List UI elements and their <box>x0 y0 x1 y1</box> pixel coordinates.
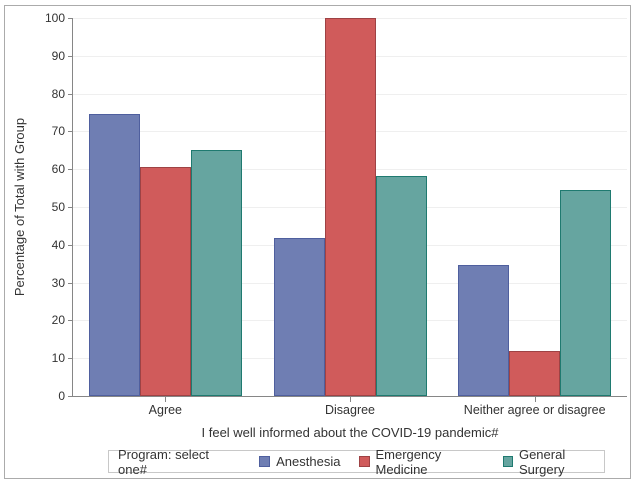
bar-general-surgery <box>190 150 242 396</box>
legend-items: Anesthesia Emergency Medicine General Surg… <box>259 447 604 477</box>
y-tick-label: 40 <box>51 237 65 252</box>
y-tick-label: 90 <box>51 48 65 63</box>
y-tick-mark <box>68 244 73 246</box>
bar-emergency-medicine <box>509 351 561 396</box>
y-tick-label: 30 <box>51 275 65 290</box>
y-tick-mark <box>68 169 73 171</box>
bar-emergency-medicine <box>324 18 376 396</box>
y-tick-mark <box>68 55 73 57</box>
x-category-label: Disagree <box>324 403 376 417</box>
y-tick-mark <box>68 320 73 322</box>
y-tick-mark <box>68 131 73 133</box>
bar-group-agree <box>73 18 258 396</box>
legend-swatch-icon <box>259 456 271 467</box>
bar-anesthesia <box>273 238 325 396</box>
bar-emergency-medicine <box>139 166 191 396</box>
x-category-labels: Agree Disagree Neither agree or disagree <box>73 403 627 417</box>
x-axis-line <box>68 396 627 397</box>
legend: Program: select one# Anesthesia Emergency… <box>108 447 605 477</box>
y-tick-label: 80 <box>51 86 65 101</box>
bar-group-neither-agree-or-disagree <box>442 18 627 396</box>
bar-groups <box>73 18 627 396</box>
y-tick-mark <box>68 18 73 19</box>
legend-item-general-surgery: General Surgery <box>502 446 604 477</box>
y-tick-label: 50 <box>51 200 65 214</box>
y-tick-mark <box>68 396 73 397</box>
y-tick-label: 10 <box>51 351 65 366</box>
y-axis-title: Percentage of Total with Group <box>12 117 27 297</box>
bar-group-disagree <box>258 18 443 396</box>
legend-item-emergency-medicine: Emergency Medicine <box>359 447 483 477</box>
x-tick-mark <box>350 397 351 402</box>
y-tick-mark <box>68 93 73 95</box>
x-axis-title: I feel well informed about the COVID-19 … <box>201 425 499 440</box>
legend-swatch-icon <box>502 456 513 467</box>
bar-anesthesia <box>458 265 510 396</box>
y-tick-label: 100 <box>44 11 65 25</box>
legend-item-anesthesia: Anesthesia <box>259 454 340 469</box>
legend-title: Program: select one# <box>118 446 210 477</box>
chart-figure: 0 10 20 30 40 50 60 70 80 90 100 Agree Disagree Neit… <box>4 5 631 479</box>
x-category-label: Neither agree or disagree <box>463 403 606 417</box>
legend-swatch-icon <box>359 456 370 467</box>
bar-general-surgery <box>560 189 612 396</box>
legend-label: Emergency Medicine <box>375 446 442 477</box>
y-tick-mark <box>68 207 73 208</box>
y-tick-label: 0 <box>58 389 65 403</box>
legend-label: General Surgery <box>518 446 566 477</box>
x-category-label: Agree <box>148 403 183 417</box>
x-tick-mark <box>165 397 167 402</box>
y-tick-label: 60 <box>51 162 65 177</box>
x-tick-mark <box>534 397 536 402</box>
y-tick-label: 20 <box>51 313 65 328</box>
bar-general-surgery <box>375 175 427 396</box>
y-tick-mark <box>68 282 73 284</box>
y-tick-mark <box>68 358 73 360</box>
plot-area <box>73 18 627 396</box>
y-tick-label: 70 <box>51 124 65 139</box>
bar-anesthesia <box>88 113 140 396</box>
legend-label: Anesthesia <box>276 454 341 469</box>
